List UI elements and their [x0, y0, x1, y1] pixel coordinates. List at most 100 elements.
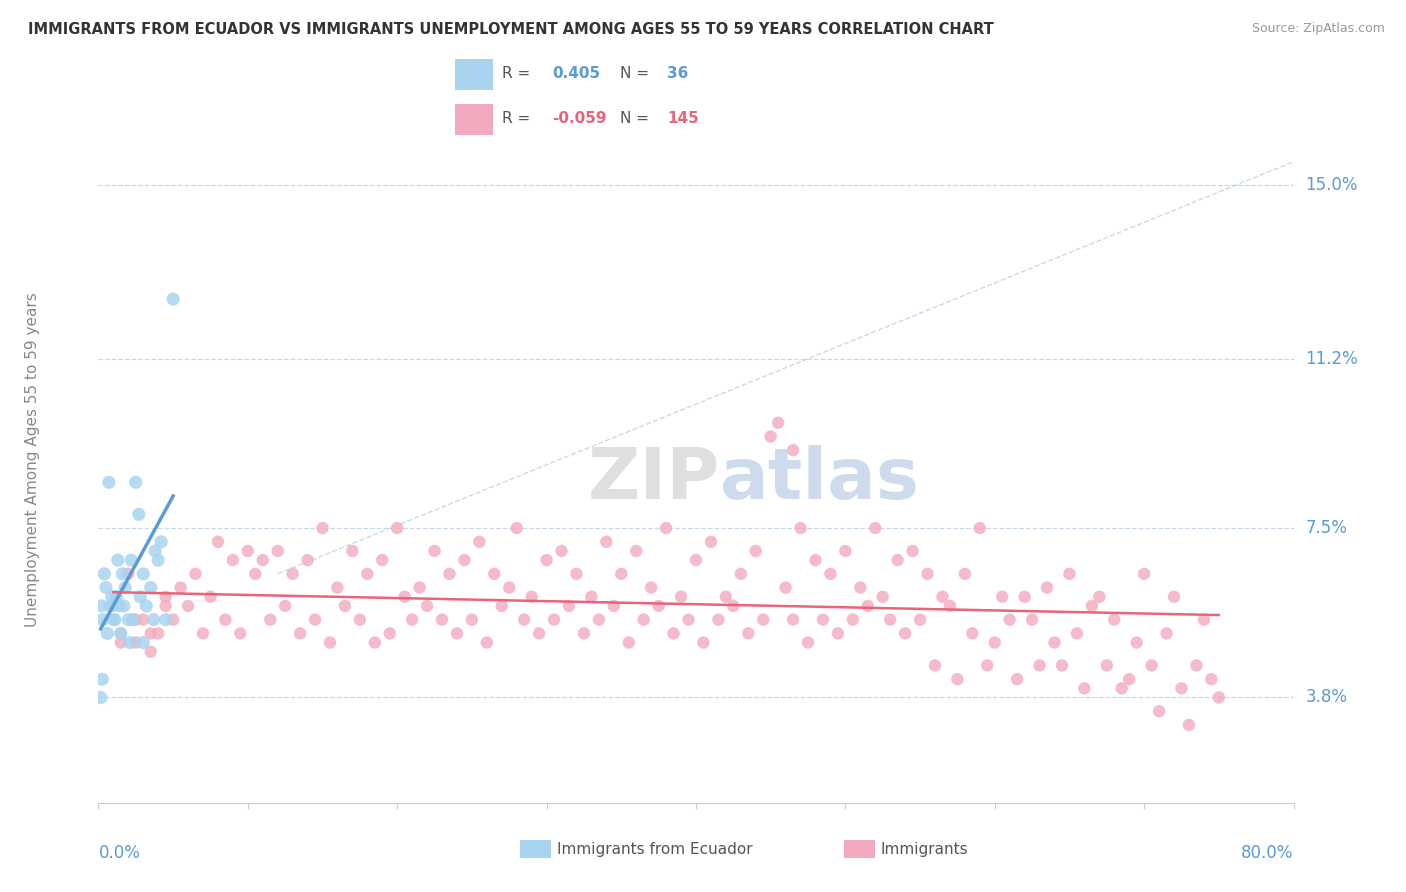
Point	[1014, 590, 1036, 604]
Point	[125, 613, 148, 627]
Point	[789, 521, 811, 535]
Point	[200, 590, 222, 604]
Point	[101, 590, 124, 604]
Point	[886, 553, 908, 567]
Point	[191, 626, 214, 640]
Point	[901, 544, 924, 558]
Point	[148, 553, 170, 567]
Point	[558, 599, 581, 613]
Point	[423, 544, 446, 558]
Point	[1163, 590, 1185, 604]
Point	[385, 521, 409, 535]
Point	[752, 613, 775, 627]
Point	[759, 429, 782, 443]
Text: 7.5%: 7.5%	[1305, 519, 1347, 537]
Point	[401, 613, 423, 627]
Point	[766, 416, 789, 430]
Point	[581, 590, 603, 604]
Point	[872, 590, 894, 604]
Point	[110, 626, 132, 640]
Text: 145: 145	[668, 111, 699, 126]
Text: 0.405: 0.405	[553, 66, 600, 81]
Point	[103, 599, 125, 613]
Point	[394, 590, 416, 604]
Point	[1111, 681, 1133, 696]
Point	[430, 613, 453, 627]
Point	[1170, 681, 1192, 696]
Point	[91, 613, 114, 627]
Point	[565, 566, 588, 581]
Text: 15.0%: 15.0%	[1305, 176, 1358, 194]
Point	[1125, 635, 1147, 649]
Point	[924, 658, 946, 673]
Point	[333, 599, 356, 613]
Point	[595, 534, 617, 549]
Point	[371, 553, 394, 567]
Point	[297, 553, 319, 567]
Point	[610, 566, 633, 581]
Point	[139, 626, 162, 640]
Point	[737, 626, 759, 640]
Point	[811, 613, 834, 627]
Point	[222, 553, 245, 567]
Text: 3.8%: 3.8%	[1305, 689, 1347, 706]
Point	[125, 475, 148, 490]
Point	[135, 599, 157, 613]
Point	[834, 544, 856, 558]
Point	[1043, 635, 1066, 649]
Point	[669, 590, 692, 604]
Point	[588, 613, 610, 627]
Point	[267, 544, 290, 558]
Point	[730, 566, 752, 581]
Point	[274, 599, 297, 613]
Point	[1208, 690, 1230, 705]
Point	[132, 613, 155, 627]
Point	[150, 534, 173, 549]
Point	[969, 521, 991, 535]
Point	[536, 553, 558, 567]
Point	[1005, 672, 1028, 686]
Point	[1088, 590, 1111, 604]
Point	[91, 672, 114, 686]
Point	[139, 581, 162, 595]
Point	[245, 566, 267, 581]
Point	[378, 626, 401, 640]
Point	[827, 626, 849, 640]
Point	[108, 599, 131, 613]
Point	[475, 635, 498, 649]
Point	[1201, 672, 1223, 686]
Text: atlas: atlas	[720, 445, 920, 515]
Point	[714, 590, 737, 604]
Point	[103, 613, 125, 627]
Text: R =: R =	[502, 111, 536, 126]
Point	[939, 599, 962, 613]
Point	[1102, 613, 1125, 627]
Point	[142, 613, 165, 627]
Point	[983, 635, 1005, 649]
Point	[498, 581, 520, 595]
Point	[617, 635, 640, 649]
Point	[111, 566, 134, 581]
Text: ZIP: ZIP	[588, 445, 720, 515]
Point	[484, 566, 506, 581]
Text: Immigrants from Ecuador: Immigrants from Ecuador	[557, 842, 752, 856]
Point	[132, 566, 155, 581]
Point	[326, 581, 349, 595]
Text: -0.059: -0.059	[553, 111, 606, 126]
Text: 80.0%: 80.0%	[1241, 844, 1294, 862]
Point	[236, 544, 259, 558]
Point	[603, 599, 626, 613]
Point	[991, 590, 1014, 604]
Point	[446, 626, 468, 640]
Point	[908, 613, 931, 627]
Text: IMMIGRANTS FROM ECUADOR VS IMMIGRANTS UNEMPLOYMENT AMONG AGES 55 TO 59 YEARS COR: IMMIGRANTS FROM ECUADOR VS IMMIGRANTS UN…	[28, 22, 994, 37]
Point	[125, 635, 148, 649]
Point	[288, 626, 311, 640]
Point	[543, 613, 565, 627]
Point	[177, 599, 200, 613]
Point	[408, 581, 430, 595]
Point	[856, 599, 879, 613]
Point	[94, 581, 117, 595]
Point	[155, 613, 177, 627]
Point	[93, 566, 115, 581]
